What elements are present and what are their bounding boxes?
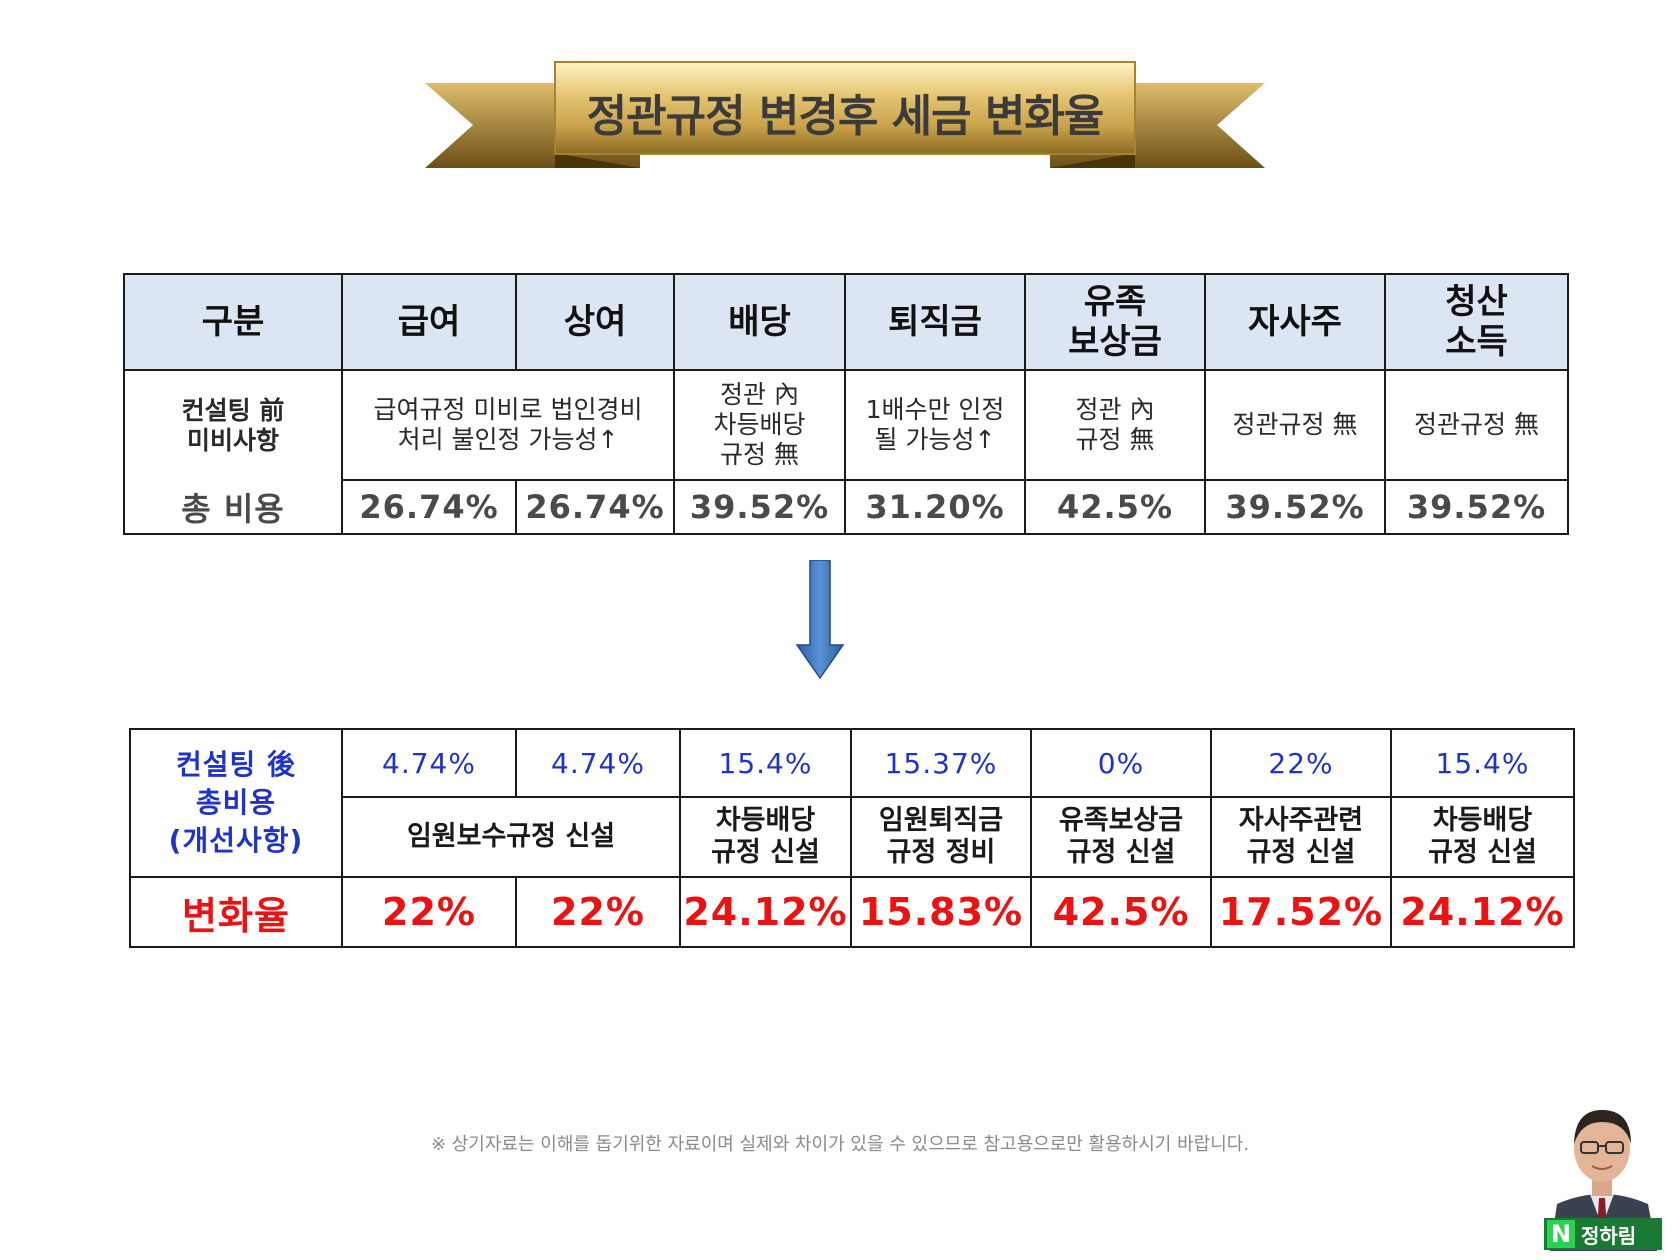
- before-consulting-table: 구분 급여 상여 배당 퇴직금 유족 보상금 자사주 청산 소득 컨설팅 前 미…: [123, 273, 1569, 535]
- change-treasury-stock: 17.52%: [1210, 876, 1392, 948]
- after-retirement: 15.37%: [850, 728, 1032, 798]
- header-salary: 급여: [341, 273, 517, 371]
- author-badge: N 정하림: [1544, 1218, 1662, 1250]
- deficiency-row: 컨설팅 前 미비사항 급여규정 미비로 법인경비 처리 불인정 가능성↑ 정관 …: [123, 369, 1569, 481]
- header-row: 구분 급여 상여 배당 퇴직금 유족 보상금 자사주 청산 소득: [123, 273, 1569, 371]
- desc-dividend: 정관 內 차등배당 규정 無: [673, 369, 846, 481]
- improvement-survivor: 유족보상금 규정 신설: [1030, 796, 1212, 878]
- after-dividend: 15.4%: [679, 728, 852, 798]
- improvement-retirement: 임원퇴직금 규정 정비: [850, 796, 1032, 878]
- improvement-salary-bonus: 임원보수규정 신설: [341, 796, 681, 878]
- after-salary: 4.74%: [341, 728, 517, 798]
- improvement-treasury-stock: 자사주관련 규정 신설: [1210, 796, 1392, 878]
- total-salary: 26.74%: [341, 479, 517, 535]
- change-survivor: 42.5%: [1030, 876, 1212, 948]
- disclaimer-footnote: ※ 상기자료는 이해를 돕기위한 자료이며 실제와 차이가 있을 수 있으므로 …: [430, 1134, 1250, 1155]
- row-label-change-rate: 변화율: [129, 876, 343, 948]
- desc-survivor: 정관 內 규정 無: [1024, 369, 1206, 481]
- improvement-liquidation: 차등배당 규정 신설: [1390, 796, 1575, 878]
- after-treasury-stock: 22%: [1210, 728, 1392, 798]
- header-treasury-stock: 자사주: [1204, 273, 1386, 371]
- desc-salary-bonus: 급여규정 미비로 법인경비 처리 불인정 가능성↑: [341, 369, 675, 481]
- header-category: 구분: [123, 273, 343, 371]
- change-bonus: 22%: [515, 876, 681, 948]
- header-liquidation-income: 청산 소득: [1384, 273, 1569, 371]
- after-liquidation: 15.4%: [1390, 728, 1575, 798]
- page-title: 정관규정 변경후 세금 변화율: [586, 91, 1105, 142]
- author-name: 정하림: [1581, 1223, 1637, 1248]
- change-salary: 22%: [341, 876, 517, 948]
- row-label-deficiencies: 컨설팅 前 미비사항: [123, 370, 343, 480]
- row-label-after-consulting: 컨설팅 後 총비용 (개선사항): [129, 728, 343, 878]
- after-survivor: 0%: [1030, 728, 1212, 798]
- after-consulting-table: 컨설팅 後 총비용 (개선사항) 4.74% 4.74% 15.4% 15.37…: [129, 728, 1575, 948]
- total-liquidation: 39.52%: [1384, 479, 1569, 535]
- ribbon-graphic: [425, 61, 1265, 168]
- desc-treasury-stock: 정관규정 無: [1204, 369, 1386, 481]
- header-dividend: 배당: [673, 273, 846, 371]
- after-cost-row: 컨설팅 後 총비용 (개선사항) 4.74% 4.74% 15.4% 15.37…: [129, 728, 1575, 878]
- down-arrow-icon: [795, 560, 845, 680]
- title-ribbon: 정관규정 변경후 세금 변화율: [425, 58, 1265, 178]
- change-liquidation: 24.12%: [1390, 876, 1575, 948]
- improvement-dividend: 차등배당 규정 신설: [679, 796, 852, 878]
- header-bonus: 상여: [515, 273, 675, 371]
- total-bonus: 26.74%: [515, 479, 675, 535]
- improvement-row: 임원보수규정 신설 차등배당 규정 신설 임원퇴직금 규정 정비 유족보상금 규…: [130, 796, 1575, 878]
- header-survivor-compensation: 유족 보상금: [1024, 273, 1206, 371]
- row-label-total-cost: 총 비용: [123, 480, 343, 535]
- header-retirement: 퇴직금: [844, 273, 1026, 371]
- change-rate-row: 변화율 22% 22% 24.12% 15.83% 42.5% 17.52% 2…: [129, 876, 1575, 948]
- total-retirement: 31.20%: [844, 479, 1026, 535]
- change-retirement: 15.83%: [850, 876, 1032, 948]
- total-dividend: 39.52%: [673, 479, 846, 535]
- total-treasury-stock: 39.52%: [1204, 479, 1386, 535]
- after-bonus: 4.74%: [515, 728, 681, 798]
- total-cost-row: 총 비용 26.74% 26.74% 39.52% 31.20% 42.5% 3…: [123, 479, 1569, 535]
- desc-retirement: 1배수만 인정 될 가능성↑: [844, 369, 1026, 481]
- total-survivor: 42.5%: [1024, 479, 1206, 535]
- desc-liquidation: 정관규정 無: [1384, 369, 1569, 481]
- change-dividend: 24.12%: [679, 876, 852, 948]
- naver-logo-icon: N: [1547, 1220, 1575, 1248]
